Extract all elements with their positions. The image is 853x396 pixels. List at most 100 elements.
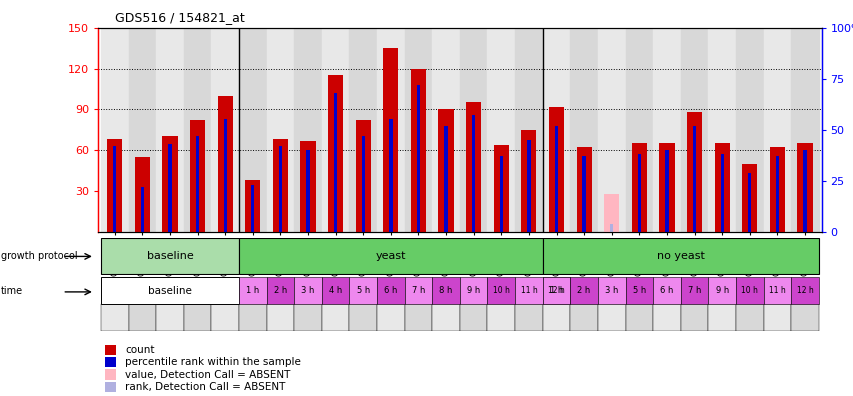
- Bar: [576, 147, 591, 232]
- Bar: [763, 28, 790, 232]
- Bar: [239, 277, 266, 304]
- Bar: [542, 277, 570, 304]
- Bar: [597, 277, 624, 304]
- Text: 12 h: 12 h: [548, 286, 564, 295]
- Bar: [135, 157, 150, 232]
- Bar: [514, 277, 542, 304]
- Text: 10 h: 10 h: [492, 286, 509, 295]
- Bar: [266, 28, 294, 232]
- Bar: [790, 28, 818, 232]
- Bar: [218, 96, 233, 232]
- Bar: [514, 304, 542, 331]
- Bar: [101, 277, 239, 304]
- Bar: [570, 277, 597, 304]
- Bar: [659, 143, 674, 232]
- Bar: [554, 126, 558, 232]
- Text: time: time: [1, 286, 23, 295]
- Bar: [410, 69, 426, 232]
- Bar: [168, 144, 171, 232]
- Bar: [680, 28, 707, 232]
- Bar: [141, 187, 144, 232]
- Bar: [680, 304, 707, 331]
- Bar: [105, 345, 116, 355]
- Bar: [582, 156, 585, 232]
- Text: 5 h: 5 h: [632, 286, 645, 295]
- Bar: [680, 277, 707, 304]
- Bar: [272, 139, 287, 232]
- Bar: [769, 147, 784, 232]
- Bar: [432, 277, 459, 304]
- Bar: [763, 277, 790, 304]
- Text: 1 h: 1 h: [549, 286, 562, 295]
- Bar: [763, 304, 790, 331]
- Bar: [101, 304, 129, 331]
- Bar: [741, 164, 757, 232]
- Bar: [735, 28, 763, 232]
- Bar: [570, 28, 597, 232]
- Bar: [542, 277, 570, 304]
- Bar: [416, 85, 420, 232]
- Text: 9 h: 9 h: [467, 286, 479, 295]
- Bar: [404, 304, 432, 331]
- Bar: [294, 277, 322, 304]
- Bar: [162, 137, 177, 232]
- Text: 12 h: 12 h: [796, 286, 812, 295]
- Bar: [377, 277, 404, 304]
- Bar: [251, 185, 254, 232]
- Bar: [432, 28, 459, 232]
- Bar: [797, 143, 811, 232]
- Bar: [266, 304, 294, 331]
- Bar: [156, 304, 183, 331]
- Bar: [624, 304, 653, 331]
- Bar: [542, 238, 818, 274]
- Bar: [631, 143, 647, 232]
- Bar: [735, 304, 763, 331]
- Bar: [189, 120, 205, 232]
- Bar: [459, 304, 487, 331]
- Bar: [239, 238, 542, 274]
- Bar: [803, 150, 806, 232]
- Bar: [487, 28, 514, 232]
- Bar: [349, 28, 377, 232]
- Text: 3 h: 3 h: [604, 286, 618, 295]
- Bar: [355, 120, 370, 232]
- Bar: [278, 146, 281, 232]
- Bar: [707, 277, 735, 304]
- Text: growth protocol: growth protocol: [1, 251, 78, 261]
- Bar: [548, 107, 564, 232]
- Bar: [487, 277, 514, 304]
- Bar: [294, 28, 322, 232]
- Bar: [294, 304, 322, 331]
- Bar: [624, 28, 653, 232]
- Bar: [747, 173, 751, 232]
- Bar: [101, 28, 129, 232]
- Bar: [466, 103, 481, 232]
- Text: 8 h: 8 h: [439, 286, 452, 295]
- Bar: [472, 115, 475, 232]
- Text: no yeast: no yeast: [656, 251, 704, 261]
- Bar: [542, 304, 570, 331]
- Bar: [664, 150, 668, 232]
- Bar: [653, 28, 680, 232]
- Bar: [493, 145, 508, 232]
- Bar: [223, 120, 227, 232]
- Bar: [720, 154, 723, 232]
- Bar: [707, 304, 735, 331]
- Bar: [514, 28, 542, 232]
- Bar: [239, 28, 266, 232]
- Bar: [377, 28, 404, 232]
- Text: 7 h: 7 h: [687, 286, 700, 295]
- Bar: [349, 277, 377, 304]
- Text: 2 h: 2 h: [577, 286, 590, 295]
- Bar: [597, 304, 624, 331]
- Bar: [105, 382, 116, 392]
- Text: 4 h: 4 h: [328, 286, 342, 295]
- Text: count: count: [125, 345, 154, 355]
- Bar: [195, 136, 199, 232]
- Bar: [735, 277, 763, 304]
- Bar: [686, 112, 701, 232]
- Text: rank, Detection Call = ABSENT: rank, Detection Call = ABSENT: [125, 382, 285, 392]
- Bar: [389, 120, 392, 232]
- Bar: [790, 277, 818, 304]
- Bar: [334, 93, 337, 232]
